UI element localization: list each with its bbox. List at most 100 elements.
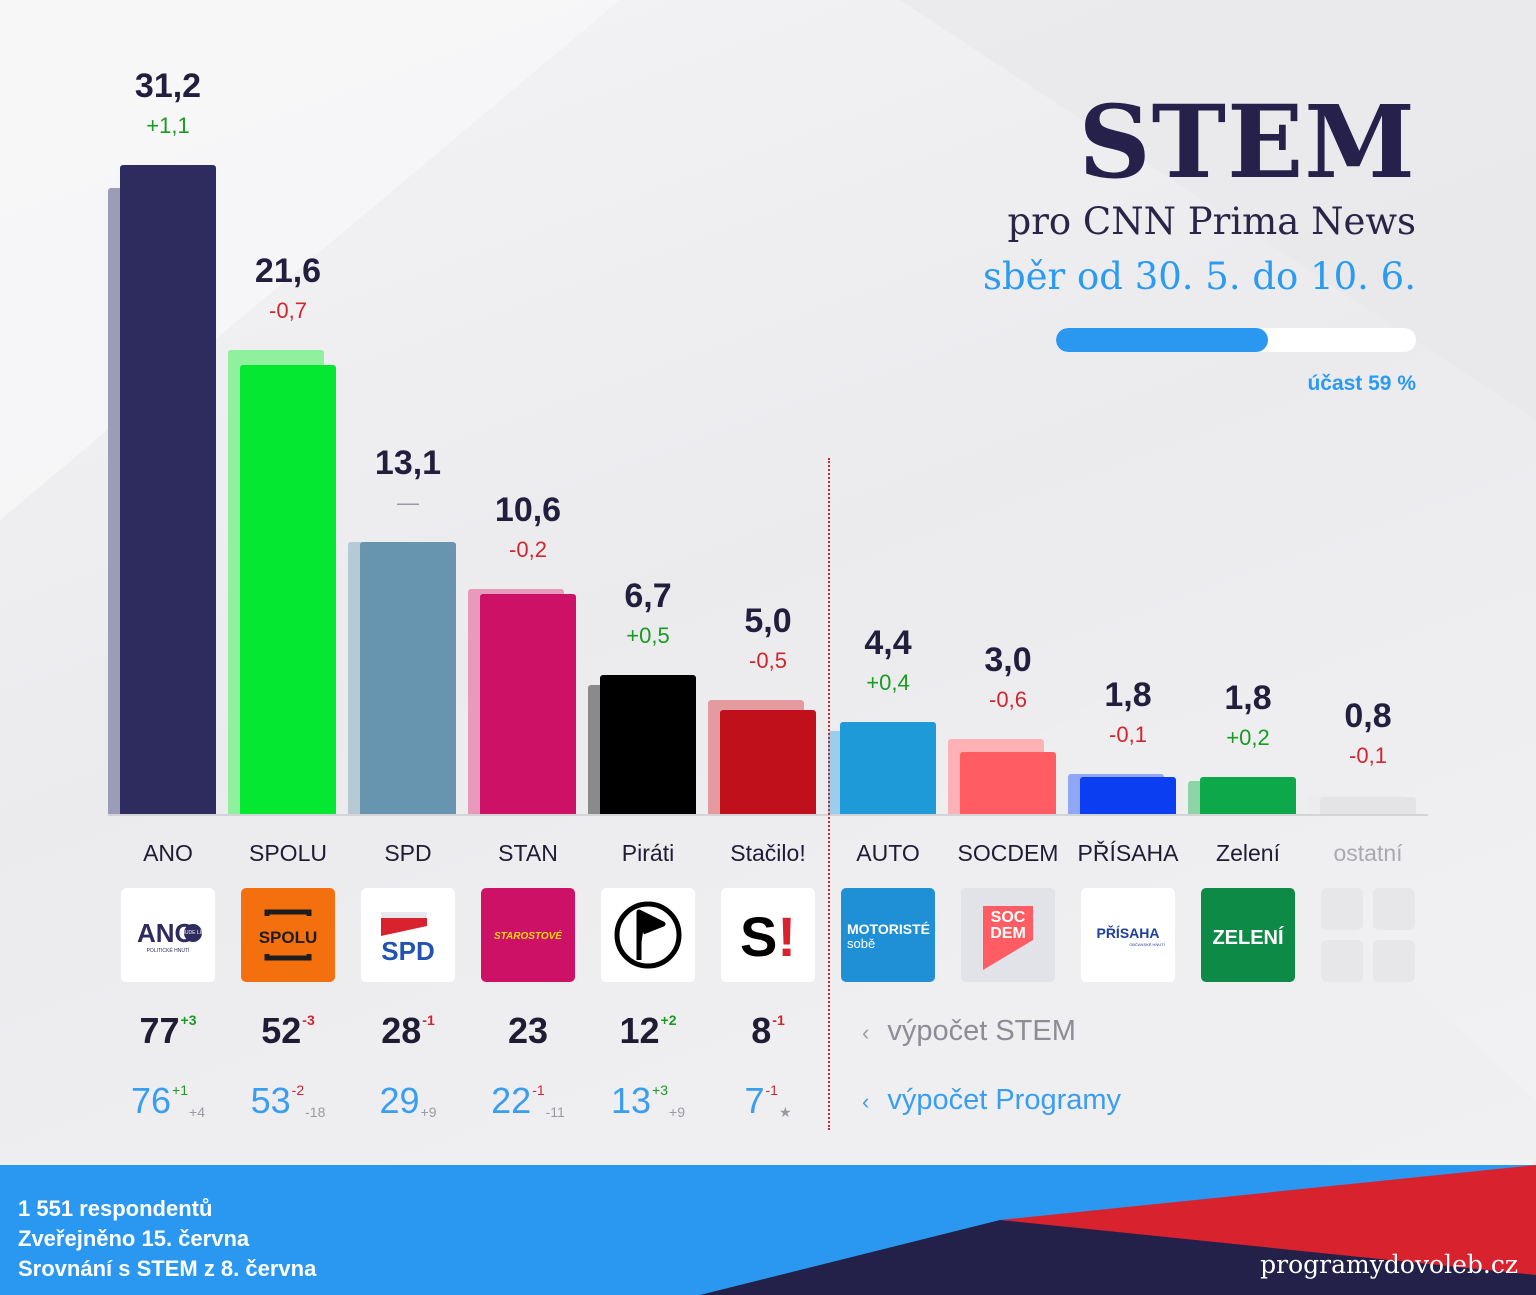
svg-text:SPD: SPD — [381, 936, 434, 966]
seat-stem-0: 77+3 — [108, 1010, 228, 1052]
seat-value: 53 — [250, 1080, 291, 1121]
seat-programy-5: 7-1★ — [708, 1080, 828, 1122]
site-url: programydovoleb.cz — [1260, 1250, 1518, 1279]
seat-diff: +4 — [189, 1104, 205, 1120]
value-label-p-saha: 1,8 — [1104, 676, 1152, 715]
turnout-bar-fill — [1056, 328, 1269, 352]
seat-diff: -18 — [305, 1104, 326, 1120]
seat-change: +3 — [180, 1012, 197, 1028]
seat-value: 13 — [611, 1080, 652, 1121]
value-label-stan: 10,6 — [494, 491, 562, 530]
prisaha-logo: PŘÍSAHA OBČANSKÉ HNUTÍ — [1081, 888, 1175, 982]
seat-change: +3 — [652, 1082, 669, 1098]
bar-p-saha — [1080, 776, 1176, 814]
svg-text:sobě: sobě — [847, 936, 875, 951]
svg-text:S!: S! — [740, 905, 796, 968]
seat-value: 28 — [381, 1010, 422, 1051]
method-stem-label: výpočet STEM — [887, 1015, 1076, 1047]
svg-text:STAROSTOVÉ: STAROSTOVÉ — [494, 929, 562, 942]
socdem-logo: SOC DEM — [961, 888, 1055, 982]
value-label-ano: 31,2 — [134, 67, 202, 106]
value-label-socdem: 3,0 — [984, 641, 1032, 680]
party-name-socdem: SOCDEM — [957, 840, 1059, 866]
svg-text:ZELENÍ: ZELENÍ — [1212, 926, 1284, 949]
seat-change: -3 — [302, 1012, 315, 1028]
value-label-zelen: 1,8 — [1224, 678, 1272, 717]
svg-text:PŘÍSAHA: PŘÍSAHA — [1096, 924, 1159, 941]
others-placeholder-icon — [1321, 888, 1415, 982]
bar-ostatn — [1320, 797, 1416, 814]
change-label-ostatn: -0,1 — [1349, 743, 1387, 769]
seat-value: 76 — [131, 1080, 172, 1121]
seat-value: 77 — [139, 1010, 180, 1051]
seat-stem-3: 23 — [468, 1010, 588, 1052]
seat-programy-3: 22-1-11 — [468, 1080, 588, 1122]
seat-change: -1 — [422, 1012, 435, 1028]
party-name-sta-ilo: Stačilo! — [730, 840, 806, 866]
seat-value: 22 — [491, 1080, 532, 1121]
seat-programy-2: 29+9 — [348, 1080, 468, 1122]
change-label-stan: -0,2 — [509, 537, 547, 563]
svg-text:SOC: SOC — [991, 909, 1026, 926]
seat-diff: +9 — [420, 1104, 437, 1120]
threshold-divider — [828, 458, 830, 1130]
seat-stem-5: 8-1 — [708, 1010, 828, 1052]
seat-value: 8 — [751, 1010, 772, 1051]
change-label-auto: +0,4 — [866, 670, 910, 696]
chart-subtitle: pro CNN Prima News — [1007, 200, 1416, 243]
seat-programy-1: 53-2-18 — [228, 1080, 348, 1122]
party-name-auto: AUTO — [856, 840, 920, 866]
change-label-p-saha: -0,1 — [1109, 722, 1147, 748]
published-date: Zveřejněno 15. června — [18, 1226, 250, 1251]
party-name-spolu: SPOLU — [249, 840, 327, 866]
respondents-count: 1 551 respondentů — [18, 1196, 213, 1221]
change-label-ano: +1,1 — [146, 113, 190, 139]
value-label-ostatn: 0,8 — [1344, 697, 1392, 736]
seat-change: +1 — [172, 1082, 189, 1098]
collection-period: sběr od 30. 5. do 10. 6. — [982, 255, 1416, 298]
seat-stem-1: 52-3 — [228, 1010, 348, 1052]
seat-change: -1 — [532, 1082, 545, 1098]
seat-value: 7 — [744, 1080, 765, 1121]
seat-programy-0: 76+1+4 — [108, 1080, 228, 1122]
seat-stem-2: 28-1 — [348, 1010, 468, 1052]
party-name-ano: ANO — [143, 840, 193, 866]
svg-text:MOTORISTÉ: MOTORISTÉ — [847, 921, 930, 937]
chevron-left-icon: ‹ — [862, 1089, 870, 1114]
party-name-spd: SPD — [384, 840, 432, 866]
party-name-ostatn: ostatní — [1333, 840, 1403, 866]
svg-text:BUDE LÍP: BUDE LÍP — [182, 929, 205, 936]
chart-baseline — [108, 814, 1428, 816]
seat-stem-4: 12+2 — [588, 1010, 708, 1052]
seat-diff: ★ — [778, 1104, 792, 1120]
seat-diff: +9 — [669, 1104, 685, 1120]
bar-spolu — [240, 364, 336, 814]
seat-value: 29 — [379, 1080, 420, 1121]
svg-text:DEM: DEM — [990, 925, 1026, 942]
zeleni-logo: ZELENÍ — [1201, 888, 1295, 982]
bar-stan — [480, 593, 576, 814]
seat-change: +2 — [660, 1012, 677, 1028]
value-label-spolu: 21,6 — [254, 252, 322, 291]
method-programy: ‹ výpočet Programy — [862, 1084, 1121, 1117]
spolu-logo: SPOLU — [241, 888, 335, 982]
stacilo-logo: S! — [721, 888, 815, 982]
method-programy-label: výpočet Programy — [887, 1084, 1122, 1116]
change-label-sta-ilo: -0,5 — [749, 647, 787, 673]
value-label-spd: 13,1 — [374, 443, 442, 482]
party-name-zelen: Zelení — [1216, 840, 1280, 866]
party-name-p-saha: PŘÍSAHA — [1077, 840, 1179, 866]
seat-programy-4: 13+3+9 — [588, 1080, 708, 1122]
seat-value: 23 — [507, 1010, 549, 1051]
bar-sta-ilo — [720, 710, 816, 814]
spd-logo: SPD — [361, 888, 455, 982]
seat-diff: -11 — [545, 1104, 565, 1120]
value-label-auto: 4,4 — [864, 624, 912, 663]
seat-value: 52 — [261, 1010, 302, 1051]
party-name-stan: STAN — [498, 840, 558, 866]
pirate-flag-logo — [601, 888, 695, 982]
change-label-pir-ti: +0,5 — [626, 622, 670, 648]
starostove-logo: STAROSTOVÉ — [481, 888, 575, 982]
bar-zelen — [1200, 776, 1296, 814]
chevron-left-icon: ‹ — [862, 1020, 870, 1045]
